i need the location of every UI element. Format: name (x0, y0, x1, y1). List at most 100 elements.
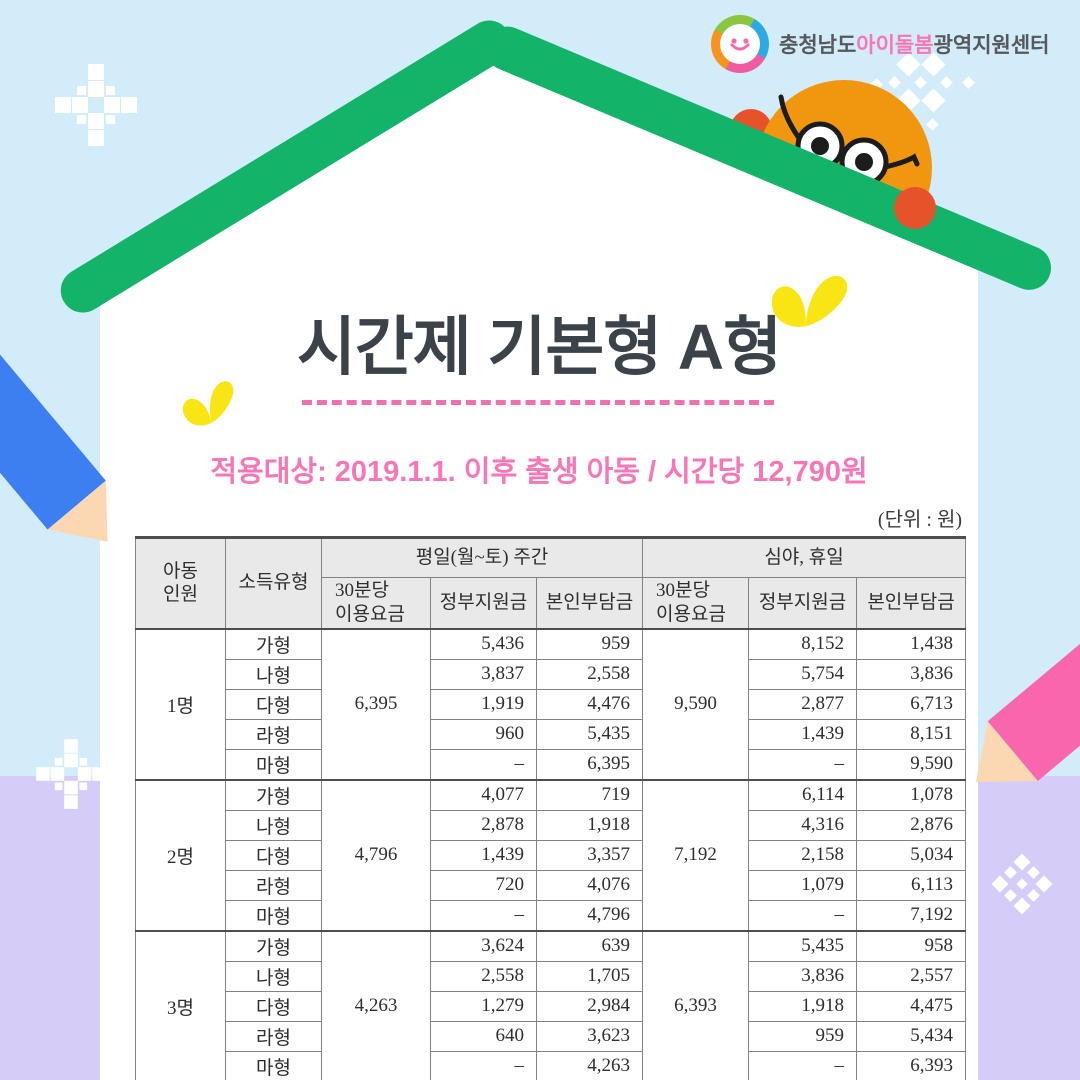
night-gov-cell: – (748, 748, 858, 780)
night-gov-cell: 5,754 (748, 658, 858, 690)
butterfly-icon (764, 266, 853, 346)
header-day-self: 본인부담금 (535, 577, 644, 629)
day-gov-cell: – (430, 1050, 537, 1080)
night-gov-cell: 2,158 (748, 839, 858, 871)
header-day-gov: 정부지원금 (430, 577, 537, 629)
table-row: 나형 2,558 1,705 3,836 2,557 (136, 960, 967, 992)
day-self-cell: 2,558 (535, 658, 644, 690)
day-self-cell: 2,984 (535, 990, 644, 1022)
night-gov-cell: 959 (748, 1020, 858, 1052)
income-type-cell: 가형 (225, 778, 322, 811)
night-self-cell: 2,876 (856, 809, 967, 841)
table-row: 라형 640 3,623 959 5,434 (136, 1020, 967, 1052)
night-gov-cell: 3,836 (748, 960, 858, 992)
day-gov-cell: 960 (430, 718, 537, 750)
day-gov-cell: 4,077 (430, 778, 537, 811)
subtitle: 적용대상: 2019.1.1. 이후 출생 아동 / 시간당 12,790원 (210, 456, 868, 488)
right-ear (894, 187, 936, 229)
day-gov-cell: – (430, 899, 537, 931)
header-day-fee: 30분당 이용요금 (321, 577, 431, 629)
night-self-cell: 9,590 (856, 748, 967, 780)
logo-smiley-icon (711, 15, 769, 73)
night-gov-cell: – (748, 899, 858, 931)
night-fee-cell: 6,393 (642, 929, 750, 1080)
night-gov-cell: – (748, 1050, 858, 1080)
day-gov-cell: 1,439 (430, 839, 537, 871)
day-gov-cell: 3,837 (430, 658, 537, 690)
night-self-cell: 958 (856, 929, 967, 962)
income-type-cell: 다형 (225, 990, 322, 1022)
night-self-cell: 6,113 (856, 869, 967, 901)
night-self-cell: 6,713 (856, 688, 967, 720)
header-child-count: 아동 인원 (135, 537, 226, 629)
night-self-cell: 7,192 (856, 899, 967, 931)
child-count-cell: 2명 (135, 778, 226, 931)
day-gov-cell: 2,878 (430, 809, 537, 841)
day-gov-cell: 1,919 (430, 688, 537, 720)
day-fee-cell: 4,263 (321, 929, 431, 1080)
night-self-cell: 4,475 (856, 990, 967, 1022)
day-self-cell: 959 (535, 627, 644, 660)
logo-prefix: 충청남도 (779, 34, 857, 57)
day-self-cell: 4,076 (535, 869, 644, 901)
day-self-cell: 4,263 (535, 1050, 644, 1080)
day-self-cell: 639 (535, 929, 644, 962)
income-type-cell: 마형 (225, 899, 322, 931)
table-row: 2명 가형 4,796 4,077 719 7,192 6,114 1,078 (135, 778, 967, 931)
table-row: 1명 가형 6,395 5,436 959 9,590 8,152 1,438 (135, 627, 967, 780)
income-type-cell: 다형 (225, 688, 322, 720)
day-self-cell: 1,918 (535, 809, 644, 841)
table-row: 라형 720 4,076 1,079 6,113 (136, 869, 967, 901)
day-self-cell: 3,357 (535, 839, 644, 871)
dashed-divider (302, 400, 774, 405)
table-row: 마형 –4,263–6,393 (136, 1050, 967, 1080)
night-gov-cell: 1,079 (748, 869, 858, 901)
day-self-cell: 1,705 (535, 960, 644, 992)
day-self-cell: 5,435 (535, 718, 644, 750)
logo-highlight: 아이돌봄 (856, 34, 934, 57)
income-type-cell: 가형 (225, 627, 322, 660)
income-type-cell: 다형 (225, 839, 322, 871)
logo-suffix: 광역지원센터 (933, 34, 1050, 57)
income-type-cell: 라형 (225, 869, 322, 901)
income-type-cell: 마형 (225, 1050, 322, 1080)
night-gov-cell: 6,114 (748, 778, 858, 811)
pixel-cross-icon (36, 739, 106, 809)
day-gov-cell: – (430, 748, 537, 780)
night-self-cell: 1,078 (856, 778, 967, 811)
table-row: 마형 –4,796–7,192 (136, 899, 967, 931)
night-gov-cell: 1,918 (748, 990, 858, 1022)
income-type-cell: 라형 (225, 1020, 322, 1052)
day-self-cell: 719 (535, 778, 644, 811)
table-row: 나형 3,837 2,558 5,754 3,836 (136, 658, 967, 690)
day-fee-cell: 6,395 (321, 627, 431, 780)
income-type-cell: 나형 (225, 658, 322, 690)
night-gov-cell: 2,877 (748, 688, 858, 720)
night-self-cell: 8,151 (856, 718, 967, 750)
butterfly-icon (176, 377, 244, 439)
night-self-cell: 1,438 (856, 627, 967, 660)
income-type-cell: 나형 (225, 809, 322, 841)
night-gov-cell: 1,439 (748, 718, 858, 750)
day-self-cell: 4,476 (535, 688, 644, 720)
night-gov-cell: 4,316 (748, 809, 858, 841)
header-day-group: 평일(월~토) 주간 (320, 537, 644, 578)
income-type-cell: 나형 (225, 960, 322, 992)
header-night-fee: 30분당 이용요금 (642, 577, 750, 629)
night-self-cell: 2,557 (856, 960, 967, 992)
night-self-cell: 5,434 (856, 1020, 967, 1052)
day-gov-cell: 1,279 (430, 990, 537, 1022)
pixel-cross-icon (55, 64, 137, 146)
day-self-cell: 6,395 (535, 748, 644, 780)
header-income-type: 소득유형 (225, 537, 322, 629)
night-fee-cell: 9,590 (642, 627, 750, 780)
child-count-cell: 3명 (135, 929, 226, 1080)
page-title: 시간제 기본형 A형 (297, 311, 782, 383)
day-fee-cell: 4,796 (321, 778, 431, 931)
night-self-cell: 5,034 (856, 839, 967, 871)
income-type-cell: 마형 (225, 748, 322, 780)
header-night-group: 심야, 휴일 (642, 537, 967, 578)
unit-label: (단위 : 원) (877, 509, 962, 531)
night-self-cell: 6,393 (856, 1050, 967, 1080)
